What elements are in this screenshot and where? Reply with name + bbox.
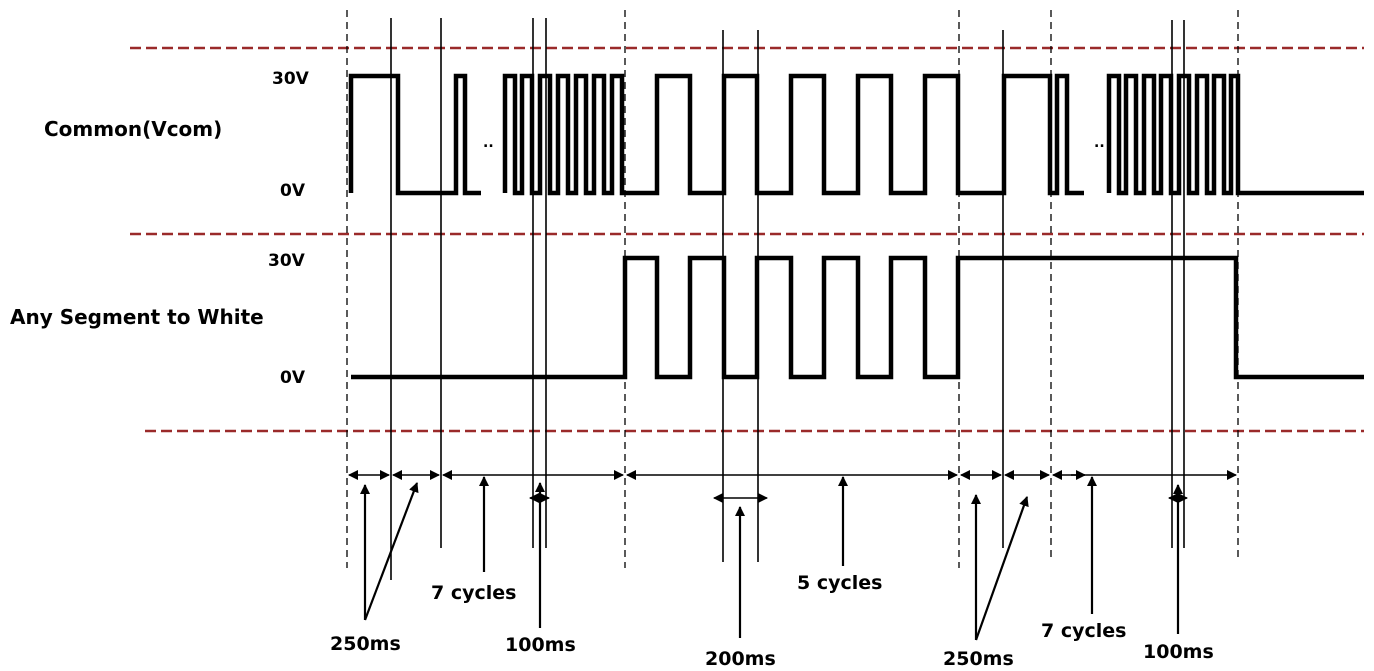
common-ellipsis: .. — [483, 135, 494, 151]
common-low-label: 0V — [280, 181, 306, 201]
annotation-100ms-second: 100ms — [1143, 641, 1214, 663]
annotation-250ms-second: 250ms — [943, 648, 1014, 670]
annotation-pointers — [360, 476, 1183, 641]
segment-signal-label: Any Segment to White — [10, 305, 264, 329]
common-waveform-line — [348, 73, 481, 196]
common-high-label: 30V — [272, 69, 310, 89]
common-signal-label: Common(Vcom) — [44, 117, 222, 141]
common-ellipsis-2: .. — [1094, 135, 1105, 151]
segment-waveform-line — [351, 255, 1364, 380]
annotation-7-cycles-second: 7 cycles — [1041, 620, 1126, 642]
pointer-arrow — [363, 482, 419, 621]
annotation-250ms-first: 250ms — [330, 633, 401, 655]
annotation-200ms: 200ms — [705, 648, 776, 670]
annotation-5-cycles: 5 cycles — [797, 572, 882, 594]
segment-high-label: 30V — [268, 251, 306, 271]
common-waveform-line — [1106, 73, 1364, 196]
interval-markers — [348, 470, 1237, 503]
segment-waveform — [351, 255, 1364, 380]
separators — [130, 46, 1364, 433]
segment-low-label: 0V — [280, 368, 306, 388]
common-waveform — [348, 73, 1364, 196]
annotation-100ms-first: 100ms — [505, 634, 576, 656]
pointer-arrow — [974, 496, 1029, 641]
common-waveform-line — [502, 73, 1084, 196]
annotation-7-cycles-first: 7 cycles — [431, 582, 516, 604]
